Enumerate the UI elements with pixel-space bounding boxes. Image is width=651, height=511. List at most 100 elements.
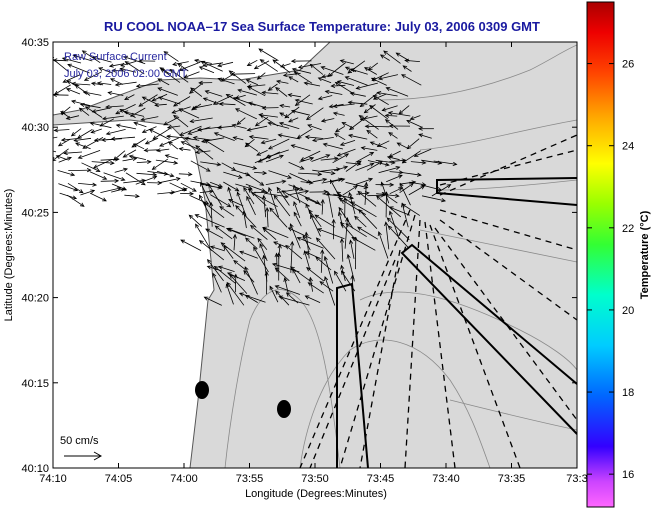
current-vector — [169, 188, 187, 194]
current-vector-head — [231, 166, 237, 171]
current-vector — [130, 107, 146, 117]
current-vector — [215, 225, 233, 240]
current-vector — [282, 190, 310, 207]
current-vector-head — [275, 87, 280, 92]
current-vector-head — [277, 243, 282, 249]
annotation-line-1: Raw Surface Current — [64, 51, 167, 63]
current-vector — [318, 95, 333, 100]
current-vector-head — [90, 81, 96, 86]
current-vector — [98, 67, 114, 74]
current-vector — [155, 103, 167, 106]
current-vector — [214, 266, 236, 284]
current-vector — [81, 162, 100, 172]
current-vector — [77, 129, 93, 139]
current-vector — [371, 77, 387, 86]
current-vector — [100, 180, 119, 182]
current-vector — [297, 128, 313, 139]
current-vector-head — [337, 211, 342, 217]
current-vector — [247, 84, 266, 87]
current-vector — [325, 90, 343, 95]
current-vector — [398, 105, 410, 115]
current-vector — [258, 48, 279, 61]
current-vector — [111, 136, 136, 140]
current-vector-head — [397, 174, 403, 179]
current-vector — [329, 103, 344, 108]
current-vector-head — [61, 57, 67, 62]
current-vector — [333, 103, 355, 107]
current-vector-head — [78, 107, 84, 112]
current-vector — [233, 260, 246, 271]
current-vector-head — [257, 158, 263, 163]
current-vector — [288, 161, 304, 170]
current-vector-head — [269, 285, 274, 291]
current-vector-head — [178, 108, 184, 113]
current-vector-head — [330, 83, 336, 88]
current-vector — [347, 60, 366, 74]
current-vector — [385, 115, 398, 117]
current-vector-head — [299, 186, 305, 191]
current-vector-head — [338, 206, 343, 212]
current-vector — [73, 54, 93, 62]
current-vector-head — [281, 179, 287, 184]
current-vector — [357, 191, 377, 207]
current-vector — [190, 180, 210, 186]
current-vector-head — [197, 127, 202, 132]
current-vector-head — [166, 134, 171, 139]
current-vector-head — [384, 191, 389, 196]
current-vector — [327, 191, 334, 218]
current-vector-head — [320, 249, 325, 254]
current-vector-head — [279, 112, 285, 117]
current-vector — [389, 187, 403, 195]
current-vector — [273, 241, 288, 248]
current-vector — [388, 225, 410, 249]
current-vector — [129, 155, 146, 160]
current-vector — [67, 182, 84, 194]
current-vector-head — [320, 118, 326, 123]
current-vector-head — [140, 117, 146, 122]
current-vector — [116, 124, 137, 130]
current-vector-head — [280, 63, 285, 68]
current-vector-head — [386, 217, 392, 222]
current-vector — [217, 61, 234, 67]
current-vector-head — [205, 228, 210, 233]
current-vector — [237, 89, 258, 96]
current-vector-head — [388, 132, 393, 137]
current-vector — [333, 166, 348, 172]
current-vector-head — [379, 54, 385, 59]
current-vector — [310, 214, 321, 237]
current-vector-head — [225, 227, 231, 232]
current-vector-head — [366, 129, 372, 135]
current-vector-head — [245, 237, 250, 242]
current-vector-head — [233, 273, 238, 279]
current-vector — [226, 283, 234, 305]
current-vector — [209, 181, 223, 188]
current-vector — [312, 169, 335, 174]
current-vector — [290, 223, 301, 249]
current-vector — [53, 148, 69, 161]
current-vector-head — [135, 194, 140, 199]
current-vector-head — [401, 158, 407, 163]
current-vector-head — [303, 81, 309, 86]
current-vector-head — [315, 200, 321, 204]
current-vector-head — [72, 54, 78, 59]
current-vector — [337, 80, 355, 86]
current-vector-head — [349, 195, 354, 200]
current-vector-head — [369, 162, 375, 167]
current-vector-head — [339, 142, 345, 146]
current-vector — [233, 162, 257, 169]
current-vector-head — [237, 88, 243, 93]
current-vector-head — [79, 202, 85, 207]
current-vector — [377, 92, 398, 97]
current-vector-head — [115, 110, 120, 115]
current-vector — [219, 103, 236, 106]
current-vector-head — [300, 157, 305, 161]
current-vector-head — [114, 157, 120, 162]
current-vector-head — [343, 165, 349, 170]
current-vector — [180, 239, 202, 251]
scale-label: 50 cm/s — [60, 435, 99, 447]
current-vector — [293, 212, 302, 227]
current-vector-head — [323, 255, 328, 261]
current-vector — [223, 171, 243, 179]
current-vector-head — [282, 72, 288, 78]
